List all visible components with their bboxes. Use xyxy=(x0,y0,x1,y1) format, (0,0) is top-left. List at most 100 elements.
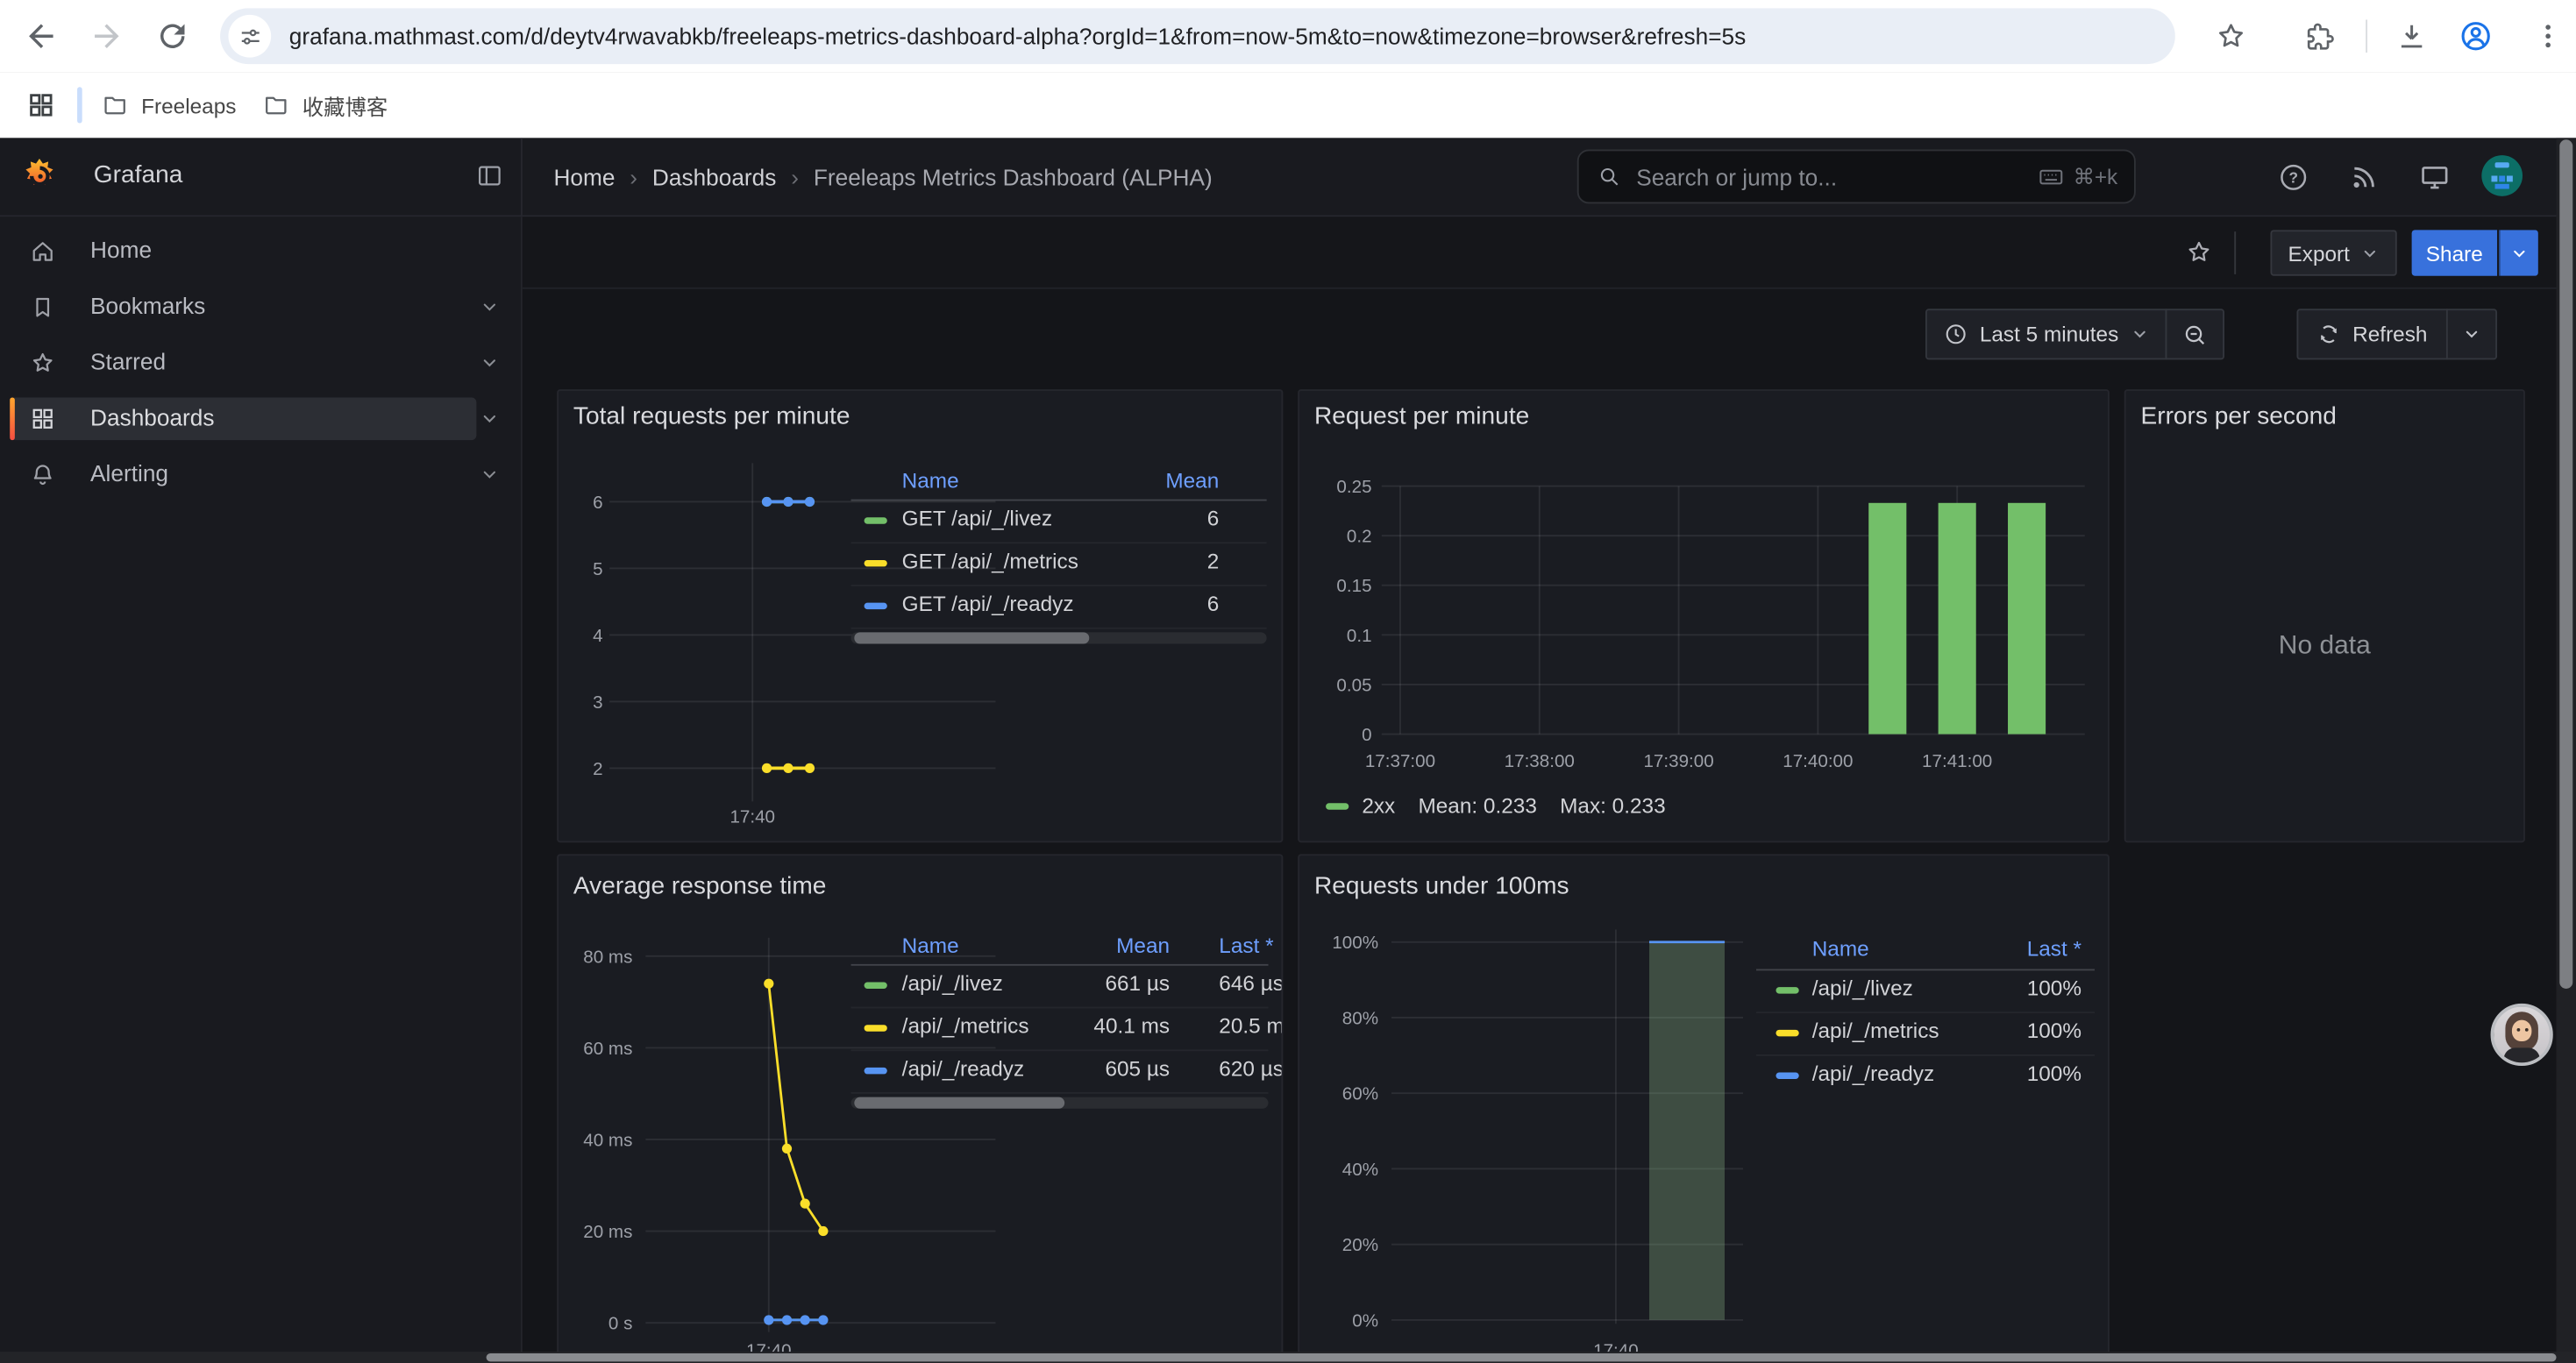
series-swatch xyxy=(864,982,887,989)
refresh-button[interactable]: Refresh xyxy=(2296,309,2447,360)
svg-text:6: 6 xyxy=(593,493,602,513)
grafana-logo[interactable] xyxy=(19,156,59,195)
requests-under-100ms-chart[interactable]: 100%80%60%40%20%0%17:40 xyxy=(1299,855,2110,1363)
site-settings-icon[interactable] xyxy=(228,14,272,58)
bookmark-folder-label: 收藏博客 xyxy=(302,94,388,119)
browser-profile-icon[interactable] xyxy=(2458,18,2490,51)
time-range-picker[interactable]: Last 5 minutes xyxy=(1925,309,2167,360)
svg-text:0.25: 0.25 xyxy=(1336,477,1371,497)
bookmark-star-icon[interactable] xyxy=(2215,19,2247,52)
series-name[interactable]: /api/_/readyz xyxy=(1811,1061,1935,1086)
series-name[interactable]: /api/_/livez xyxy=(901,970,1003,996)
sidebar-item-alerting[interactable]: Alerting xyxy=(10,453,476,496)
chevron-down-icon[interactable] xyxy=(480,297,499,316)
sidebar: Home Bookmarks Starred Dashboards Alerti… xyxy=(0,217,523,1363)
legend-table: Name Last * /api/_/livez 100% /api/_/met… xyxy=(1756,933,2095,1097)
series-last: 20.5 ms xyxy=(1219,1013,1284,1039)
series-name[interactable]: 2xx xyxy=(1362,793,1396,819)
panel-title[interactable]: Errors per second xyxy=(2140,402,2337,430)
legend-col-name[interactable]: Name xyxy=(901,933,959,958)
legend-scrollbar[interactable] xyxy=(850,632,1267,644)
chevron-down-icon[interactable] xyxy=(480,465,499,484)
apps-grid-icon[interactable] xyxy=(26,90,59,123)
series-name[interactable]: GET /api/_/metrics xyxy=(901,548,1078,573)
share-menu-button[interactable] xyxy=(2498,230,2538,276)
reload-icon[interactable] xyxy=(154,18,190,54)
series-name[interactable]: /api/_/metrics xyxy=(901,1013,1029,1039)
extensions-icon[interactable] xyxy=(2303,19,2336,52)
clock-icon xyxy=(1944,322,1968,346)
monitor-icon[interactable] xyxy=(2418,161,2451,194)
vertical-scrollbar-thumb[interactable] xyxy=(2559,139,2573,989)
sidebar-toggle-icon[interactable] xyxy=(475,161,505,191)
vertical-scrollbar[interactable] xyxy=(2556,138,2576,1363)
legend-col-name[interactable]: Name xyxy=(1811,936,1869,962)
legend-scrollbar-thumb[interactable] xyxy=(854,632,1090,644)
legend-col-mean[interactable]: Mean xyxy=(1165,468,1220,493)
sidebar-item-bookmarks[interactable]: Bookmarks xyxy=(10,286,476,329)
chevron-down-icon[interactable] xyxy=(480,353,499,373)
news-rss-icon[interactable] xyxy=(2348,161,2380,194)
svg-text:60 ms: 60 ms xyxy=(583,1039,632,1059)
user-avatar[interactable] xyxy=(2480,154,2523,197)
svg-text:80%: 80% xyxy=(1342,1008,1378,1028)
share-button[interactable]: Share xyxy=(2411,230,2498,276)
panel-title[interactable]: Request per minute xyxy=(1313,402,1530,430)
browser-menu-icon[interactable] xyxy=(2531,19,2564,52)
horizontal-scrollbar-thumb[interactable] xyxy=(486,1352,2557,1362)
series-name[interactable]: GET /api/_/livez xyxy=(901,506,1053,531)
legend-scrollbar[interactable] xyxy=(850,1097,1269,1109)
sidebar-item-dashboards[interactable]: Dashboards xyxy=(10,397,477,441)
panel-title[interactable]: Requests under 100ms xyxy=(1313,871,1569,900)
panel-title[interactable]: Average response time xyxy=(573,871,827,900)
back-icon[interactable] xyxy=(23,18,59,54)
svg-text:5: 5 xyxy=(593,559,602,579)
bookmark-folder-blogs[interactable]: 收藏博客 xyxy=(263,85,388,124)
chevron-down-icon[interactable] xyxy=(480,409,499,429)
sidebar-item-starred[interactable]: Starred xyxy=(10,342,476,385)
export-button[interactable]: Export xyxy=(2270,230,2397,276)
legend-col-mean[interactable]: Mean xyxy=(1116,933,1171,958)
panel-average-response-time: Average response time 80 ms 60 ms 40 ms 20 … xyxy=(557,854,1284,1363)
refresh-interval-button[interactable] xyxy=(2445,309,2497,360)
sidebar-item-home[interactable]: Home xyxy=(10,230,476,273)
sidebar-item-label: Starred xyxy=(90,348,167,375)
url-bar[interactable]: grafana.mathmast.com/d/deytv4rwavabkb/fr… xyxy=(220,8,2175,65)
search-placeholder: Search or jump to... xyxy=(1636,163,1838,190)
legend-row: /api/_/livez 661 µs 646 µs xyxy=(850,966,1282,1009)
svg-text:100%: 100% xyxy=(1332,933,1378,953)
legend-col-name[interactable]: Name xyxy=(901,468,959,493)
request-per-minute-chart[interactable]: 0.25 0.2 0.15 0.1 0.05 0 17:37:00 17:38:00 17:39… xyxy=(1299,391,2110,842)
dashboard-canvas: Last 5 minutes Refresh xyxy=(522,288,2576,1363)
legend-scrollbar-thumb[interactable] xyxy=(854,1097,1065,1109)
download-icon[interactable] xyxy=(2395,19,2428,52)
zoom-out-button[interactable] xyxy=(2164,309,2224,360)
breadcrumb-current: Freeleaps Metrics Dashboard (ALPHA) xyxy=(813,163,1213,190)
toolbar-divider xyxy=(2366,19,2368,53)
url-text[interactable]: grafana.mathmast.com/d/deytv4rwavabkb/fr… xyxy=(288,23,1747,50)
series-mean: 2 xyxy=(1206,548,1220,573)
series-name[interactable]: /api/_/readyz xyxy=(901,1055,1025,1081)
help-icon[interactable]: ? xyxy=(2277,161,2309,194)
panel-title[interactable]: Total requests per minute xyxy=(573,402,850,430)
series-name[interactable]: /api/_/metrics xyxy=(1811,1018,1939,1043)
horizontal-scrollbar[interactable] xyxy=(0,1352,2576,1363)
series-name[interactable]: /api/_/livez xyxy=(1811,975,1913,1001)
svg-text:0 s: 0 s xyxy=(608,1314,633,1334)
series-name[interactable]: GET /api/_/readyz xyxy=(901,591,1074,616)
dashboards-grid-icon xyxy=(30,406,56,432)
svg-text:40%: 40% xyxy=(1342,1160,1378,1180)
breadcrumb-home[interactable]: Home xyxy=(553,163,616,190)
forward-icon[interactable] xyxy=(89,18,125,54)
dashboard-toolbar: Export Share xyxy=(522,217,2576,289)
favorite-star-icon[interactable] xyxy=(2185,238,2213,266)
legend-col-last[interactable]: Last * xyxy=(2026,936,2082,962)
svg-text:0%: 0% xyxy=(1352,1310,1378,1331)
assistant-avatar-button[interactable] xyxy=(2490,1003,2553,1067)
breadcrumb-dashboards[interactable]: Dashboards xyxy=(651,163,777,190)
bookmark-folder-freeleaps[interactable]: Freeleaps xyxy=(102,85,236,124)
search-input[interactable]: Search or jump to... ⌘+k xyxy=(1576,149,2136,204)
legend-col-last[interactable]: Last * xyxy=(1219,933,1274,958)
legend-row: /api/_/metrics 40.1 ms 20.5 ms xyxy=(850,1008,1282,1052)
